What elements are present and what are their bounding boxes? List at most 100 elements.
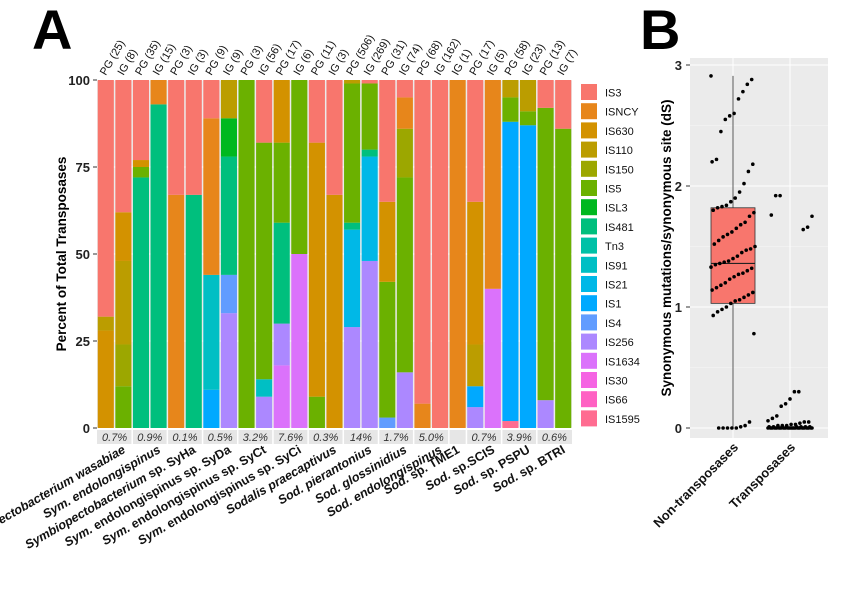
bar-segment [326,80,343,195]
legend-swatch [581,256,597,273]
bar-segment [519,125,537,429]
bar-segment [537,80,554,108]
bar-segment [97,330,114,428]
legend-label: IS150 [605,164,634,176]
bar-segment [273,222,290,324]
data-point [806,426,811,430]
percent-label: 0.7% [471,432,496,444]
legend-label: IS481 [605,222,634,234]
data-point [753,244,757,249]
legend-label: IS110 [605,145,633,157]
legend-label: ISL3 [605,203,628,215]
bar-segment [115,212,132,261]
legend-label: ISNCY [605,107,639,119]
bar-segment [273,80,290,143]
bar-segment [502,421,519,428]
bar-segment [203,80,220,119]
data-point [725,232,730,237]
legend-label: IS21 [605,280,628,292]
bar-segment [344,222,361,230]
bar-segment [502,80,519,98]
data-point [738,222,743,227]
data-point [724,203,729,208]
data-point [718,261,722,266]
bar-segment [502,121,519,422]
data-point [746,293,751,297]
bar-segment [132,167,150,178]
data-point [723,117,728,122]
data-point [716,238,721,243]
bar-segment [484,80,501,289]
bar-segment [432,80,449,428]
data-point [793,426,798,430]
data-point [749,266,754,271]
legend-swatch [581,237,597,254]
bar-segment [537,400,554,428]
data-point [709,74,713,78]
legend-label: IS30 [605,376,628,388]
bar-segment [203,274,220,390]
bar-segment [537,107,554,401]
bar-segment [396,177,413,373]
data-point [792,389,797,394]
bar-segment [97,80,114,317]
data-point [710,160,714,164]
bar-segment [484,288,501,428]
bar-segment [379,80,396,202]
bar-segment [467,344,484,387]
data-point [736,97,741,101]
data-point [783,426,788,430]
data-point [730,426,734,430]
bar-segment [220,313,237,428]
data-point [731,256,735,261]
legend-swatch [581,276,597,292]
data-point [789,426,793,430]
legend-swatch [581,352,597,369]
data-point [778,193,782,198]
percent-label: 5.0% [419,432,444,444]
y-axis-title-b: Synonymous mutations/synonymous site (dS… [659,99,674,396]
bar-segment [115,344,132,387]
legend-swatch [581,199,597,216]
legend-swatch [581,160,597,177]
data-point [712,242,717,246]
data-point [732,111,736,116]
legend-swatch [581,180,597,196]
data-point [738,424,743,429]
data-point [751,162,755,167]
data-point [711,313,715,318]
legend-swatch [581,295,597,312]
bar-segment [396,97,413,129]
bar-segment [256,142,273,380]
bar-segment [344,80,361,84]
bar-segment [361,80,378,84]
bar-segment [396,128,413,178]
data-point [715,205,720,210]
data-point [775,426,779,430]
data-point [720,307,724,312]
percent-label: 0.1% [172,432,197,444]
percent-label: 0.9% [137,432,162,444]
y-axis-title-a: Percent of Total Transposases [54,157,69,352]
data-point [779,404,783,409]
bar-segment [414,403,431,428]
data-point [715,310,720,314]
data-point [783,402,788,406]
bar-segment [467,386,484,408]
data-point [747,420,752,424]
data-point [743,423,747,428]
data-point [805,225,810,229]
data-point [741,89,745,94]
bar-segment [168,194,185,428]
data-point [736,272,741,277]
legend-label: IS256 [605,337,634,349]
bar-segment [185,194,202,428]
legend-swatch [581,372,597,388]
bar-segment [361,149,378,157]
percent-strip [97,430,572,444]
bar-segment [185,80,202,195]
percent-label: 3.2% [243,432,268,444]
legend-swatch [581,84,597,100]
x-category-label-b: Non-transposases [650,440,741,531]
